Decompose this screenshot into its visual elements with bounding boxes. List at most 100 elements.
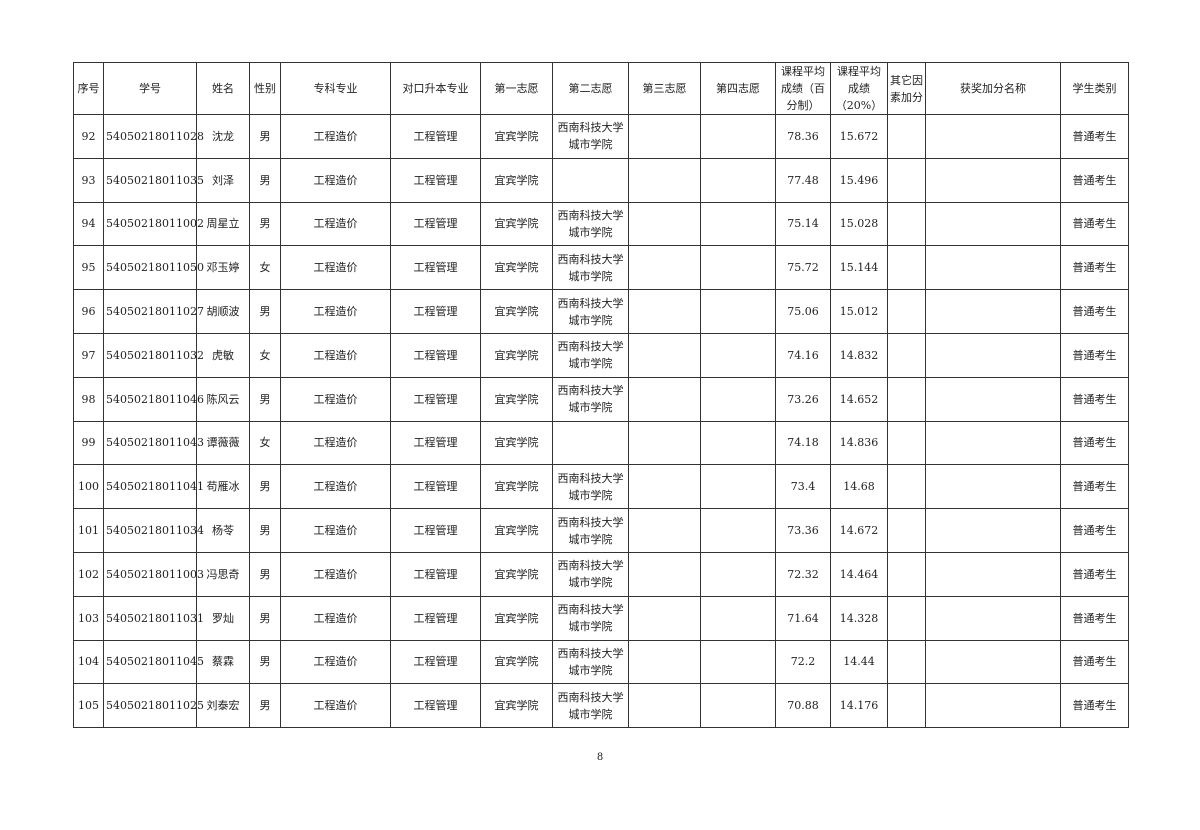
header-extra-points: 其它因素加分 [887,62,926,115]
cell-choice-2: 西南科技大学城市学院 [552,201,629,247]
cell-choice-4 [700,114,776,159]
cell-student-id: 54050218011002 [103,201,204,247]
cell-gender: 女 [249,245,281,291]
cell-target-major: 工程管理 [390,683,481,729]
cell-choice-3 [628,289,701,334]
cell-extra-points [887,157,926,203]
header-choice-3: 第三志愿 [628,62,701,115]
cell-student-type: 普通考生 [1060,551,1129,597]
cell-student-type: 普通考生 [1060,114,1129,159]
cell-target-major: 工程管理 [390,551,481,597]
cell-student-type: 普通考生 [1060,332,1129,378]
cell-name: 虎敏 [196,332,250,378]
cell-target-major: 工程管理 [390,245,481,291]
cell-avg-score: 74.16 [775,332,831,378]
cell-name: 沈龙 [196,114,250,159]
cell-student-type: 普通考生 [1060,595,1129,641]
cell-diploma-major: 工程造价 [280,201,391,247]
table-row: 92 54050218011028 沈龙男工程造价 工程管理 宜宾学院 西南科技大学城市学… [73,114,1129,159]
cell-choice-3 [628,157,701,203]
cell-diploma-major: 工程造价 [280,508,391,553]
cell-weighted-score: 15.012 [830,289,888,334]
cell-choice-1: 宜宾学院 [480,639,553,685]
cell-extra-points [887,508,926,553]
cell-choice-2: 西南科技大学城市学院 [552,376,629,422]
header-student-type: 学生类别 [1060,62,1129,115]
cell-diploma-major: 工程造价 [280,595,391,641]
cell-award-name [925,157,1061,203]
cell-name: 陈风云 [196,376,250,422]
cell-seq: 103 [73,595,104,641]
cell-target-major: 工程管理 [390,114,481,159]
admission-score-table: 序号 学号 姓名 性别 专科专业 对口升本专业 第一志愿 第二志愿 第三志愿 第四志愿 课程平均成绩… [73,62,1129,729]
cell-name: 邓玉婷 [196,245,250,291]
cell-weighted-score: 15.144 [830,245,888,291]
cell-choice-1: 宜宾学院 [480,201,553,247]
cell-choice-1: 宜宾学院 [480,376,553,422]
cell-award-name [925,245,1061,291]
header-choice-1: 第一志愿 [480,62,553,115]
cell-choice-2 [552,157,629,203]
cell-name: 周星立 [196,201,250,247]
cell-extra-points [887,376,926,422]
cell-target-major: 工程管理 [390,332,481,378]
cell-student-id: 54050218011035 [103,157,204,203]
cell-name: 罗灿 [196,595,250,641]
cell-extra-points [887,683,926,729]
cell-diploma-major: 工程造价 [280,157,391,203]
cell-name: 刘泽 [196,157,250,203]
table-row: 96 54050218011027 胡顺波男工程造价 工程管理 宜宾学院 西南科技大学城市… [73,289,1129,334]
cell-choice-1: 宜宾学院 [480,683,553,729]
cell-gender: 男 [249,289,281,334]
cell-avg-score: 73.36 [775,508,831,553]
cell-award-name [925,332,1061,378]
cell-weighted-score: 14.176 [830,683,888,729]
cell-target-major: 工程管理 [390,595,481,641]
cell-extra-points [887,551,926,597]
cell-choice-1: 宜宾学院 [480,464,553,510]
cell-seq: 93 [73,157,104,203]
cell-student-type: 普通考生 [1060,683,1129,729]
cell-choice-2: 西南科技大学城市学院 [552,289,629,334]
cell-choice-4 [700,508,776,553]
cell-name: 谭薇薇 [196,420,250,466]
cell-target-major: 工程管理 [390,508,481,553]
cell-seq: 98 [73,376,104,422]
cell-avg-score: 75.14 [775,201,831,247]
cell-student-id: 54050218011050 [103,245,204,291]
cell-student-id: 54050218011046 [103,376,204,422]
cell-choice-1: 宜宾学院 [480,332,553,378]
cell-avg-score: 71.64 [775,595,831,641]
cell-choice-4 [700,464,776,510]
cell-student-type: 普通考生 [1060,289,1129,334]
header-avg-score: 课程平均成绩（百分制） [775,62,831,115]
table-row: 100 54050218011041 苟雁冰男工程造价 工程管理 宜宾学院 西南科技大学城… [73,464,1129,510]
cell-name: 冯思奇 [196,551,250,597]
cell-name: 胡顺波 [196,289,250,334]
cell-weighted-score: 15.496 [830,157,888,203]
cell-award-name [925,114,1061,159]
cell-diploma-major: 工程造价 [280,420,391,466]
cell-award-name [925,289,1061,334]
header-name: 姓名 [196,62,250,115]
cell-choice-1: 宜宾学院 [480,595,553,641]
cell-choice-3 [628,420,701,466]
cell-gender: 男 [249,201,281,247]
cell-student-type: 普通考生 [1060,201,1129,247]
cell-choice-3 [628,639,701,685]
table-row: 102 54050218011003 冯思奇男工程造价 工程管理 宜宾学院 西南科技大学城… [73,551,1129,597]
cell-award-name [925,595,1061,641]
table-row: 93 54050218011035 刘泽男工程造价 工程管理 宜宾学院 77.48 15.4… [73,157,1129,203]
header-weighted-score: 课程平均成绩（20%） [830,62,888,115]
cell-choice-1: 宜宾学院 [480,420,553,466]
cell-gender: 男 [249,551,281,597]
cell-avg-score: 75.06 [775,289,831,334]
cell-choice-3 [628,508,701,553]
cell-gender: 女 [249,420,281,466]
cell-diploma-major: 工程造价 [280,376,391,422]
cell-target-major: 工程管理 [390,376,481,422]
cell-choice-2: 西南科技大学城市学院 [552,551,629,597]
cell-diploma-major: 工程造价 [280,683,391,729]
cell-diploma-major: 工程造价 [280,114,391,159]
cell-student-type: 普通考生 [1060,639,1129,685]
